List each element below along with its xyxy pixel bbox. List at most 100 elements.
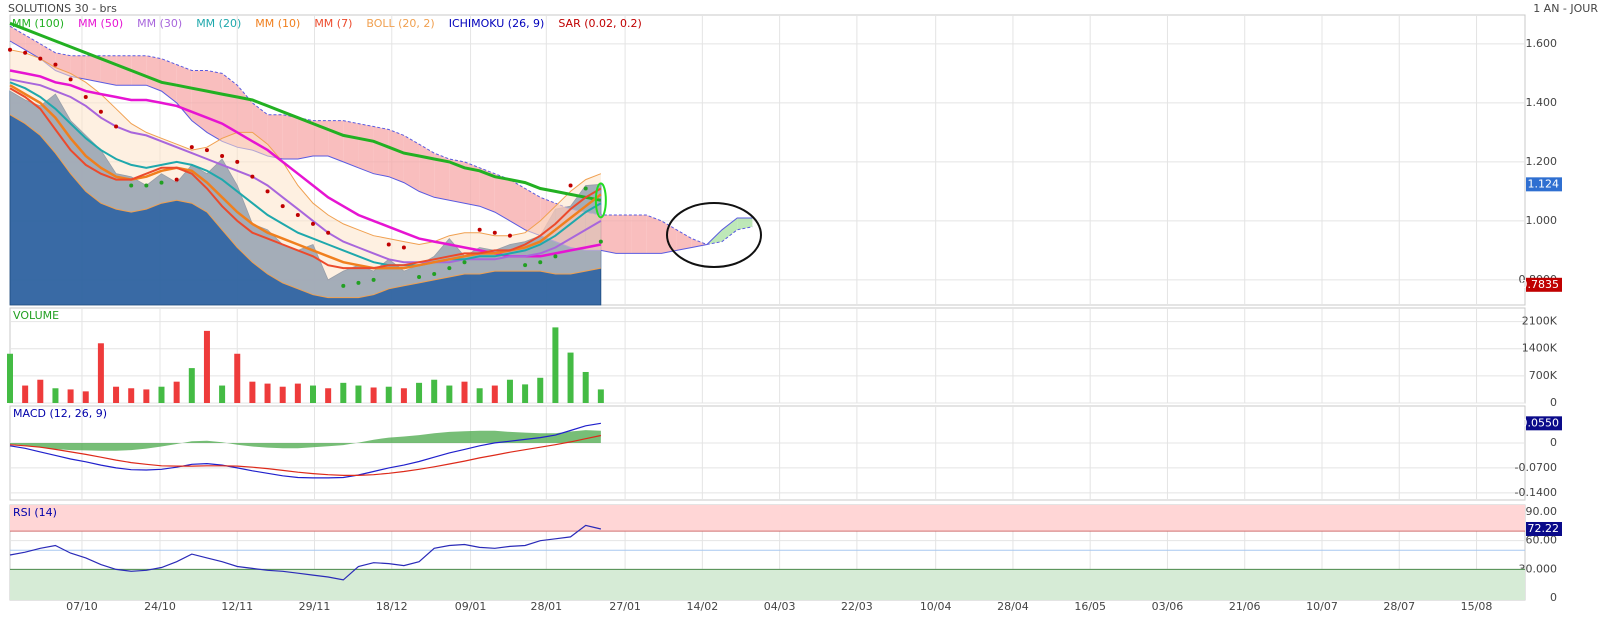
sar-dot xyxy=(38,56,43,61)
bollinger-upper xyxy=(9,49,602,246)
y-tick-label: 1400K xyxy=(1522,342,1558,355)
overbought-zone xyxy=(10,505,1525,532)
sar-dot xyxy=(568,183,573,188)
x-tick-label: 10/04 xyxy=(920,600,952,613)
volume-bar xyxy=(597,389,604,403)
sar-dot xyxy=(174,177,179,182)
sar-dot xyxy=(295,213,300,218)
x-tick-label: 12/11 xyxy=(221,600,253,613)
x-tick-label: 07/10 xyxy=(66,600,98,613)
value-badge-label: 72.22 xyxy=(1528,522,1560,535)
cloud-segment xyxy=(510,179,526,230)
rsi-line xyxy=(9,524,602,581)
legend-entry: ICHIMOKU (26, 9) xyxy=(449,17,545,30)
x-tick-label: 21/06 xyxy=(1229,600,1261,613)
cloud-segment xyxy=(116,55,132,86)
annotation-ellipse xyxy=(666,202,762,268)
y-tick-label: 30.000 xyxy=(1519,562,1558,575)
volume-bar xyxy=(158,386,165,403)
cloud-segment xyxy=(676,229,692,251)
sar-dot xyxy=(23,50,28,55)
legend-entry: MM (30) xyxy=(137,17,182,30)
cloud-segment xyxy=(358,123,374,174)
x-tick-label: 15/08 xyxy=(1461,600,1493,613)
sar-dot xyxy=(538,260,543,265)
cloud-span-a xyxy=(9,40,753,254)
moving-average xyxy=(9,87,602,270)
volume-bar xyxy=(249,381,256,403)
volume-bar xyxy=(97,343,104,403)
legend-entry: MM (100) xyxy=(12,17,64,30)
panel-frame xyxy=(9,307,1526,404)
sar-dot xyxy=(83,95,88,100)
legend-entry: MM (20) xyxy=(196,17,241,30)
moving-average xyxy=(9,81,602,267)
chart-title: SOLUTIONS 30 - brs xyxy=(8,2,117,15)
x-tick-label: 03/06 xyxy=(1152,600,1184,613)
sar-dot xyxy=(341,283,346,288)
volume-bar xyxy=(476,388,483,403)
sar-dot xyxy=(68,77,73,82)
sar-dot xyxy=(144,183,149,188)
cloud-segment xyxy=(616,215,632,254)
annotation-ellipse xyxy=(594,182,607,219)
volume-bar xyxy=(355,385,362,403)
cloud-segment xyxy=(10,26,26,50)
volume-bar xyxy=(582,371,589,403)
volume-bar xyxy=(234,353,241,403)
sar-dot xyxy=(129,183,134,188)
y-tick-label: 0 xyxy=(1550,591,1557,604)
sar-dot xyxy=(189,145,194,150)
volume-bar xyxy=(537,377,544,403)
panel-title: RSI (14) xyxy=(13,506,57,519)
x-tick-label: 18/12 xyxy=(376,600,408,613)
y-tick-label: 90.00 xyxy=(1526,505,1558,518)
x-tick-label: 28/07 xyxy=(1383,600,1415,613)
sar-dot xyxy=(553,254,558,259)
sar-dot xyxy=(98,109,103,114)
volume-bar xyxy=(7,353,13,403)
volume-bar xyxy=(385,386,392,403)
sar-dot xyxy=(401,245,406,250)
cloud-segment xyxy=(85,55,101,83)
x-tick-label: 29/11 xyxy=(299,600,331,613)
volume-bar xyxy=(143,389,150,403)
x-tick-label: 04/03 xyxy=(764,600,796,613)
cloud-segment xyxy=(328,120,344,162)
y-tick-label: 1.200 xyxy=(1526,155,1558,168)
volume-bar xyxy=(279,386,286,403)
x-tick-label: 28/01 xyxy=(530,600,562,613)
value-badge xyxy=(1526,416,1562,431)
moving-average xyxy=(9,78,602,264)
legend-entry: MM (7) xyxy=(314,17,352,30)
cloud-segment xyxy=(373,126,389,177)
volume-bar xyxy=(67,389,74,403)
sar-dot xyxy=(311,221,315,226)
sar-dot xyxy=(53,62,58,67)
volume-bar xyxy=(400,388,407,403)
volume-bar xyxy=(506,379,513,403)
x-tick-label: 27/01 xyxy=(609,600,641,613)
cloud-segment xyxy=(282,114,298,159)
macd-line xyxy=(9,422,601,479)
period-label: 1 AN - JOUR xyxy=(1533,2,1598,15)
cloud-segment xyxy=(343,120,359,168)
x-tick-label: 09/01 xyxy=(455,600,487,613)
sar-dot xyxy=(280,204,285,209)
cloud-span-b xyxy=(9,25,753,246)
volume-bar xyxy=(219,385,226,403)
y-tick-label: 0 xyxy=(1550,396,1557,409)
volume-bar xyxy=(264,383,271,403)
sar-dot xyxy=(523,263,528,268)
volume-bar xyxy=(461,381,468,403)
y-tick-label: -0.1400 xyxy=(1515,486,1557,499)
sar-dot xyxy=(462,260,467,265)
cloud-segment xyxy=(691,238,707,248)
sar-dot xyxy=(250,174,255,179)
cloud-segment xyxy=(464,161,480,207)
volume-bar xyxy=(370,387,377,403)
sar-dot xyxy=(204,148,209,153)
volume-bar xyxy=(128,388,135,403)
value-badge-label: 0.7835 xyxy=(1521,278,1560,291)
cloud-segment xyxy=(297,117,313,159)
